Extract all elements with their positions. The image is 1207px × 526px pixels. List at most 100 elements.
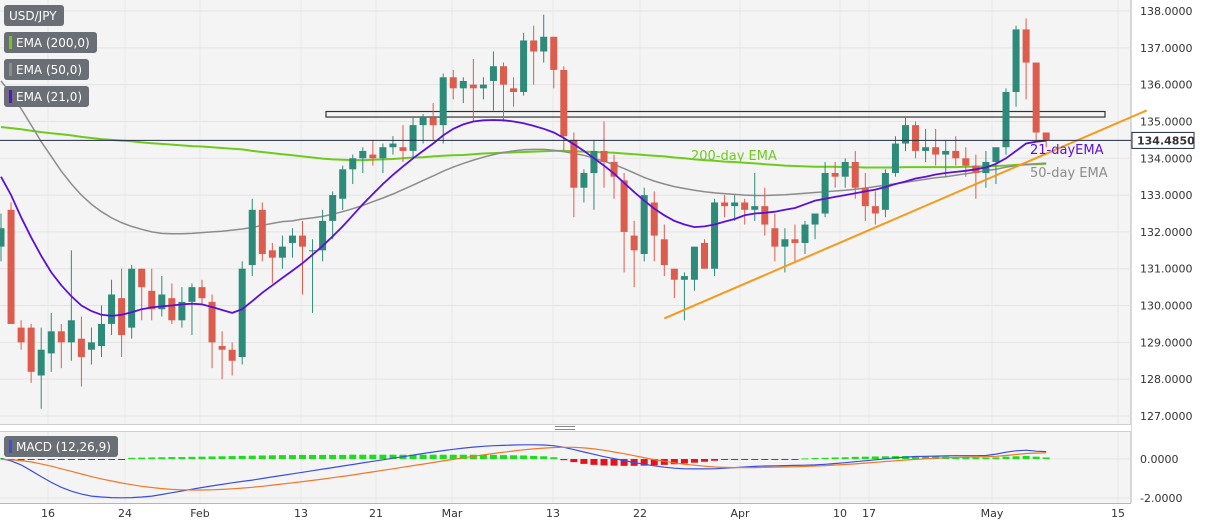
candle bbox=[801, 220, 809, 254]
macd-histogram-bar bbox=[228, 456, 236, 459]
candle bbox=[932, 128, 940, 166]
ema200-series[interactable] bbox=[0, 126, 1047, 169]
legend-ema50[interactable]: EMA (50,0) bbox=[4, 59, 90, 80]
candle-body bbox=[329, 195, 337, 221]
legend-ema21[interactable]: EMA (21,0) bbox=[4, 86, 90, 107]
price-tick-label: 134.0000 bbox=[1140, 152, 1193, 165]
price-axis-background bbox=[1131, 0, 1207, 526]
candle-body bbox=[500, 66, 507, 85]
ema50-series[interactable] bbox=[0, 80, 1047, 235]
candle-body bbox=[349, 158, 357, 170]
candle bbox=[962, 147, 970, 177]
macd-histogram-bar bbox=[761, 459, 769, 460]
candle bbox=[7, 202, 15, 324]
candle-body bbox=[781, 239, 789, 247]
macd-histogram-bar bbox=[258, 455, 266, 459]
price-tick-label: 138.0000 bbox=[1140, 5, 1193, 18]
candle bbox=[570, 132, 578, 218]
candle-body bbox=[148, 290, 156, 310]
candle-body bbox=[429, 117, 437, 126]
candle bbox=[861, 173, 869, 221]
candle-body bbox=[811, 213, 819, 225]
macd-histogram-bar bbox=[851, 456, 859, 459]
candle-body bbox=[831, 173, 839, 177]
macd-histogram-bar bbox=[309, 454, 317, 459]
macd-histogram-bar bbox=[821, 457, 829, 459]
candle-body bbox=[359, 150, 367, 159]
candle-body bbox=[761, 206, 769, 225]
legend-symbol[interactable]: USD/JPY bbox=[4, 5, 64, 26]
macd-histogram-bar bbox=[87, 459, 95, 460]
candle-body bbox=[680, 276, 688, 280]
legend-ema200[interactable]: EMA (200,0) bbox=[4, 32, 97, 53]
candle bbox=[731, 195, 739, 221]
macd-pane[interactable] bbox=[0, 444, 1050, 499]
candle-body bbox=[560, 69, 568, 137]
time-tick-label: 13 bbox=[294, 507, 308, 520]
macd-histogram-bar bbox=[77, 459, 85, 460]
macd-histogram-bar bbox=[912, 456, 920, 459]
candle-body bbox=[228, 349, 236, 361]
macd-histogram-bar bbox=[37, 459, 45, 460]
last-price-marker: 134.4850 bbox=[0, 131, 1195, 149]
candle-body bbox=[379, 147, 387, 159]
price-tick-label: 130.0000 bbox=[1140, 300, 1193, 313]
macd-histogram-bar bbox=[881, 456, 889, 459]
time-tick-label: Mar bbox=[442, 507, 463, 520]
candle bbox=[831, 161, 839, 188]
candlestick-series[interactable] bbox=[0, 14, 1050, 409]
candle bbox=[389, 136, 397, 155]
pane-resize-handle[interactable] bbox=[555, 426, 575, 430]
candle bbox=[0, 213, 5, 262]
macd-histogram-bar bbox=[520, 455, 528, 459]
candle-body bbox=[108, 294, 116, 324]
candle-body bbox=[510, 88, 518, 92]
macd-histogram-bar bbox=[389, 454, 397, 459]
time-axis-background bbox=[0, 503, 1131, 526]
candle bbox=[379, 143, 387, 173]
macd-histogram-bar bbox=[429, 454, 437, 459]
macd-histogram-bar bbox=[560, 459, 568, 461]
candle bbox=[339, 165, 347, 210]
macd-histogram-bar bbox=[319, 454, 327, 459]
pane-separator[interactable] bbox=[0, 424, 1131, 432]
candle bbox=[429, 103, 437, 140]
trendline[interactable] bbox=[663, 109, 1148, 320]
candle bbox=[952, 136, 960, 166]
macd-histogram-bar bbox=[982, 457, 990, 459]
macd-histogram-bar bbox=[17, 459, 25, 461]
signal-line bbox=[0, 446, 1047, 491]
candle bbox=[248, 198, 256, 277]
candle-body bbox=[258, 209, 266, 254]
ema21-series[interactable] bbox=[0, 119, 1047, 317]
candle bbox=[610, 154, 618, 199]
candle bbox=[359, 147, 367, 173]
candle bbox=[670, 268, 678, 299]
candle-body bbox=[369, 154, 377, 159]
candle-body bbox=[791, 239, 799, 243]
resistance-zone[interactable] bbox=[325, 110, 1106, 118]
legend-macd[interactable]: MACD (12,26,9) bbox=[4, 436, 118, 457]
macd-histogram-bar bbox=[419, 454, 427, 459]
macd-histogram-bar bbox=[861, 456, 869, 459]
candle bbox=[821, 161, 829, 218]
candle bbox=[278, 235, 286, 269]
candle bbox=[791, 224, 799, 262]
candle-body bbox=[942, 150, 950, 155]
candle-body bbox=[670, 268, 678, 280]
candle-body bbox=[198, 287, 206, 299]
candle-body bbox=[741, 202, 749, 210]
macd-histogram-bar bbox=[711, 459, 719, 461]
candle bbox=[992, 147, 1000, 185]
macd-histogram-bar bbox=[128, 457, 136, 459]
candle bbox=[288, 228, 296, 258]
candle-body bbox=[459, 80, 467, 89]
annotations: 200-day EMA 21-dayEMA 50-day EMA bbox=[691, 143, 1108, 181]
candle-body bbox=[138, 268, 146, 288]
time-tick-label: 16 bbox=[41, 507, 55, 520]
candle bbox=[530, 25, 538, 85]
ema200-line bbox=[0, 126, 1047, 169]
candle bbox=[459, 77, 467, 104]
candle-body bbox=[630, 235, 638, 251]
